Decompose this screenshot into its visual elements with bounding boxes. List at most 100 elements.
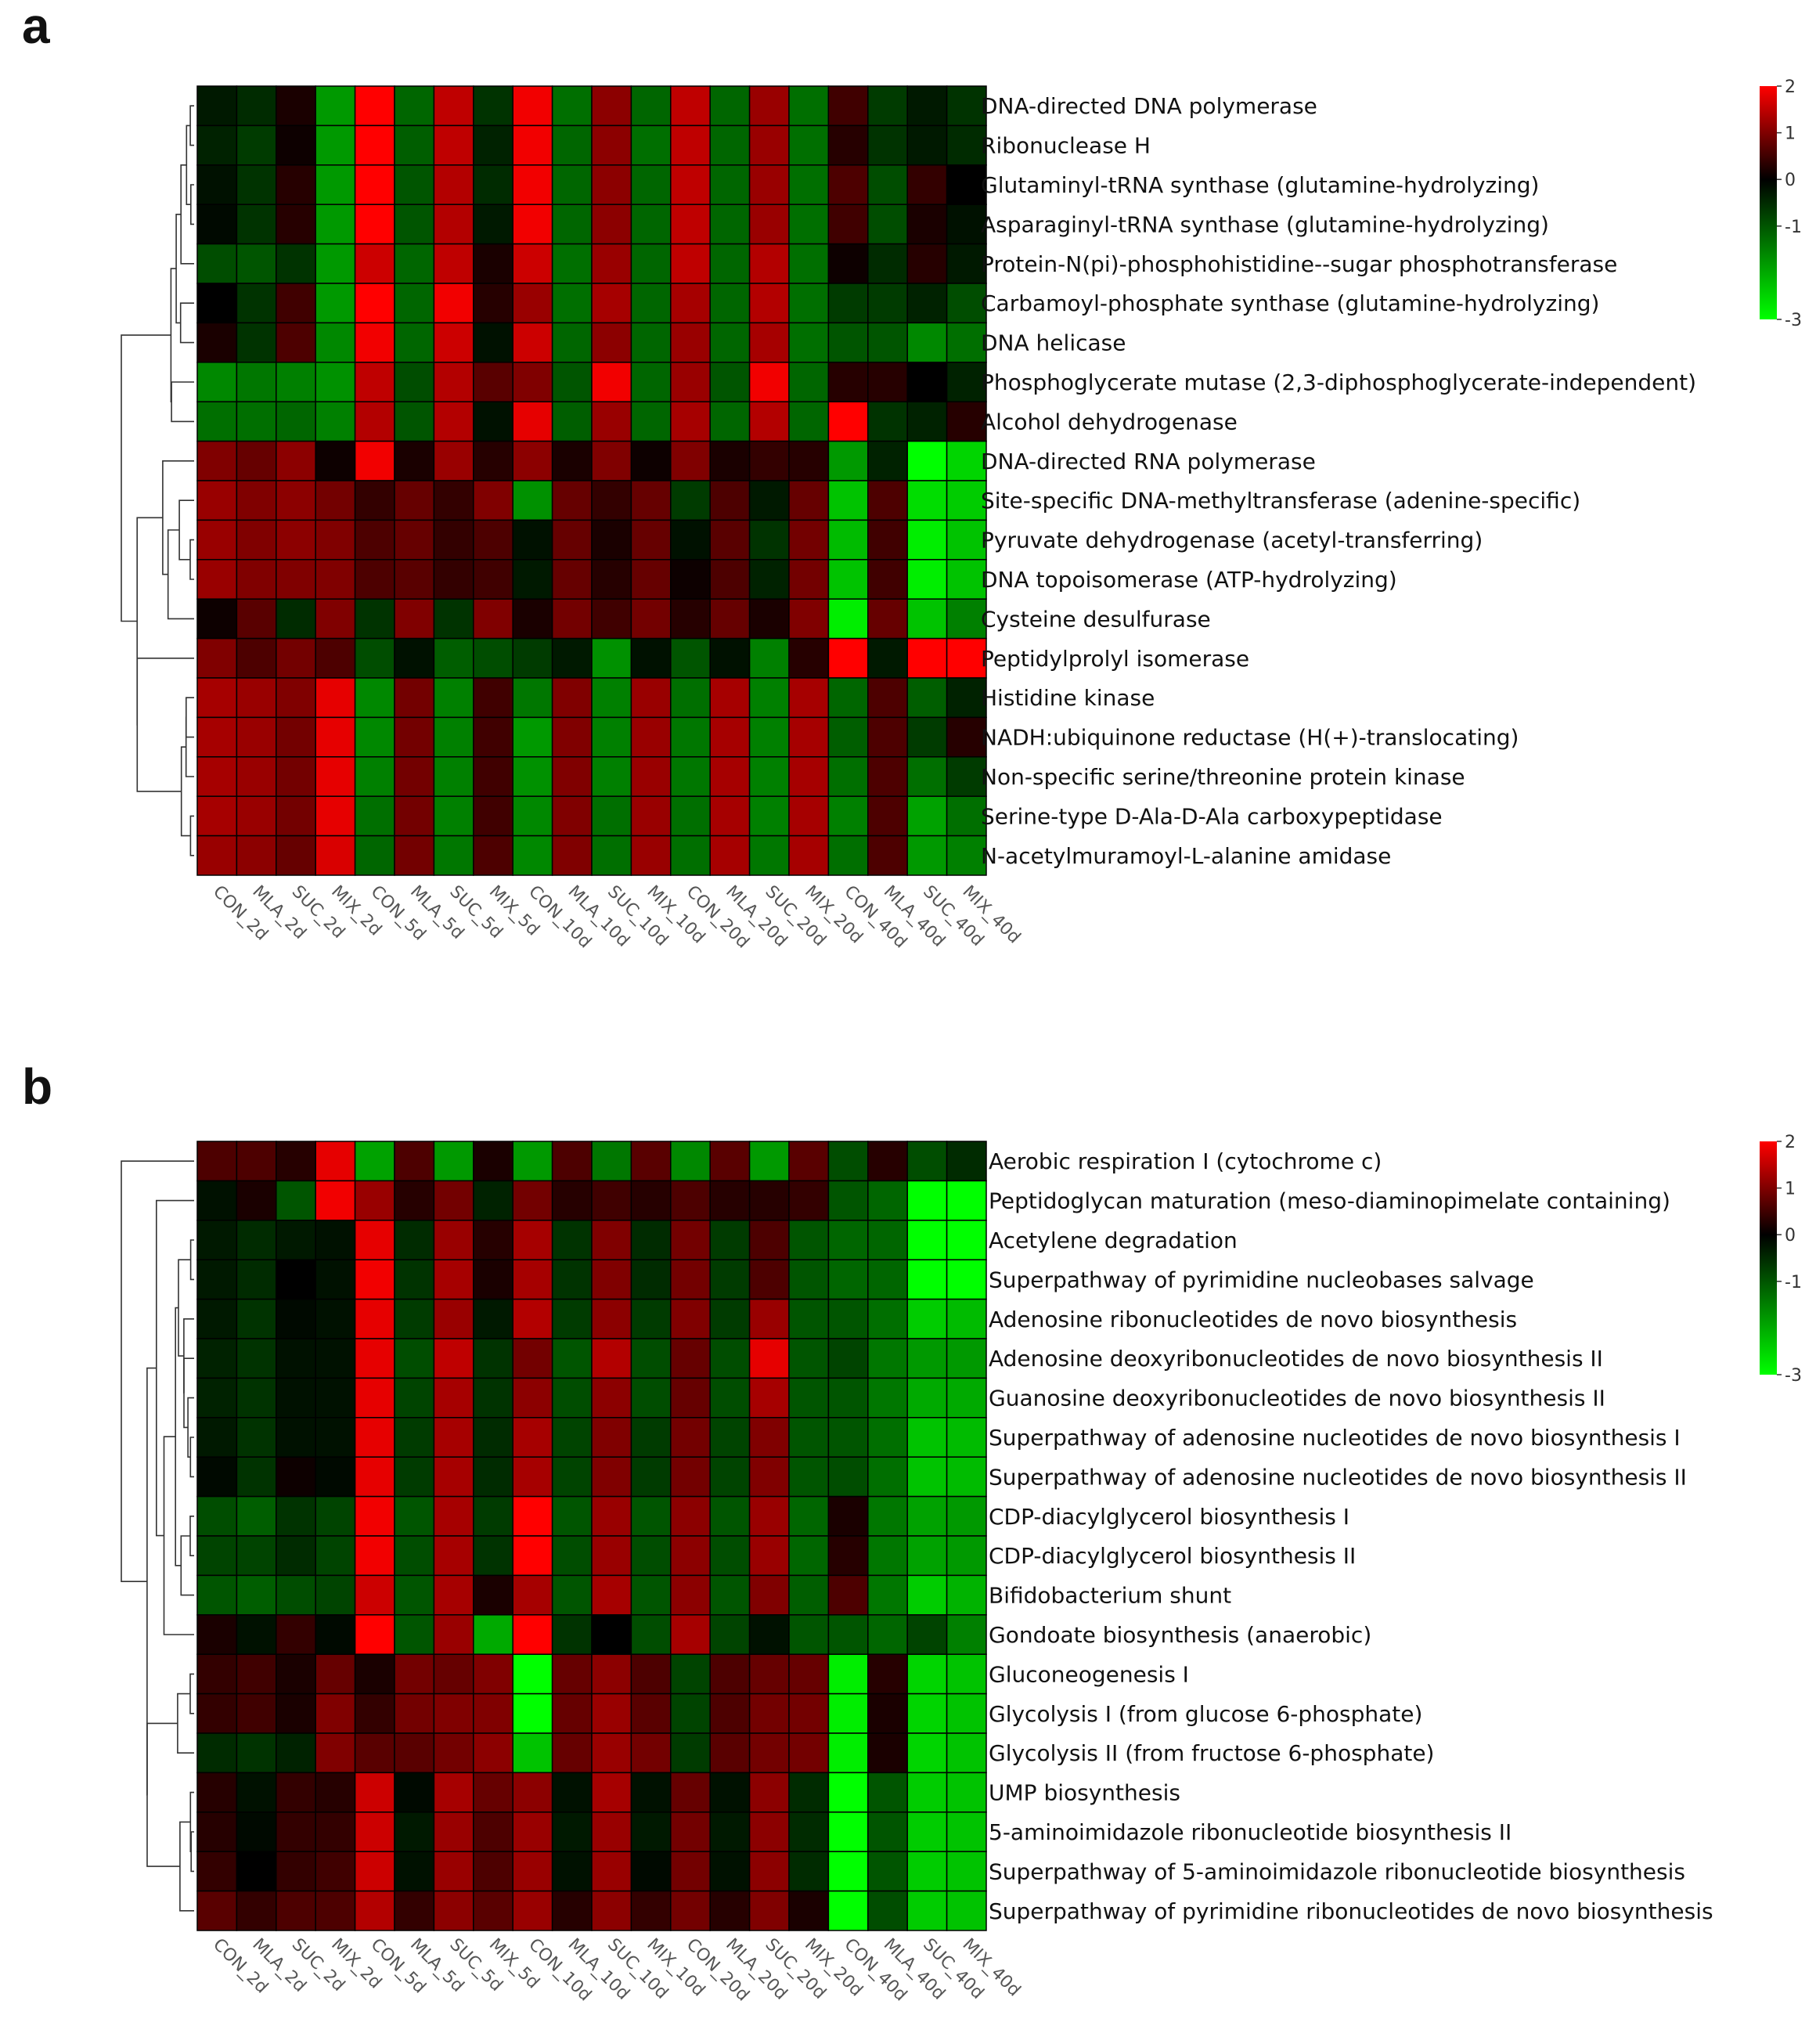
heatmap-cell xyxy=(670,1653,711,1695)
heatmap-cell xyxy=(906,1851,948,1892)
heatmap-cell xyxy=(196,559,238,600)
heatmap-cell xyxy=(630,1653,672,1695)
heatmap-cell xyxy=(236,716,277,758)
heatmap-cell xyxy=(867,559,908,600)
heatmap-cell xyxy=(551,795,593,837)
heatmap-cell xyxy=(591,1456,632,1498)
heatmap-cell xyxy=(196,756,238,797)
heatmap-cell xyxy=(591,1693,632,1734)
heatmap-cell xyxy=(827,1259,869,1300)
heatmap-cell xyxy=(709,1614,751,1655)
heatmap-cell xyxy=(906,1180,948,1221)
heatmap-cell xyxy=(196,1653,238,1695)
heatmap-cell xyxy=(709,1693,751,1734)
color-scale-tick-label: -1 xyxy=(1785,1273,1802,1292)
heatmap-cell xyxy=(591,1180,632,1221)
heatmap-cell xyxy=(827,598,869,640)
heatmap-cell xyxy=(512,124,553,166)
heatmap-cell xyxy=(670,1732,711,1774)
heatmap-cell xyxy=(748,756,790,797)
heatmap-cell xyxy=(709,480,751,521)
row-label: Superpathway of 5-aminoimidazole ribonuc… xyxy=(989,1858,1685,1884)
heatmap-cell xyxy=(748,480,790,521)
heatmap-cell xyxy=(670,519,711,561)
heatmap-cell xyxy=(591,1851,632,1892)
heatmap-cell xyxy=(473,1732,513,1774)
dendrogram-branch xyxy=(136,517,163,726)
row-label: Aerobic respiration I (cytochrome c) xyxy=(989,1148,1382,1174)
heatmap-cell xyxy=(276,1851,316,1892)
heatmap-cell xyxy=(946,1495,987,1537)
heatmap-cell xyxy=(946,1180,987,1221)
dendrogram-branch xyxy=(189,1791,194,1852)
heatmap-cell xyxy=(591,1614,632,1655)
heatmap-cell xyxy=(709,283,751,324)
heatmap-cell xyxy=(236,1141,277,1182)
heatmap-cell xyxy=(433,1377,474,1419)
heatmap-cell xyxy=(788,1732,830,1774)
heatmap-cell xyxy=(591,401,632,442)
heatmap-cell xyxy=(670,1298,711,1339)
row-label: Superpathway of adenosine nucleotides de… xyxy=(989,1425,1681,1451)
heatmap-cell xyxy=(867,1259,908,1300)
heatmap-cell xyxy=(196,124,238,166)
heatmap-cell xyxy=(236,637,277,679)
dendrogram-branch xyxy=(190,1831,194,1873)
heatmap-cell xyxy=(276,677,316,719)
heatmap-cell xyxy=(788,1141,830,1182)
heatmap-cell xyxy=(591,716,632,758)
heatmap-cell xyxy=(867,1890,908,1931)
dendrogram-branch xyxy=(178,1259,191,1357)
heatmap-cell xyxy=(433,204,474,245)
heatmap-cell xyxy=(867,1180,908,1221)
heatmap-cell xyxy=(276,1298,316,1339)
heatmap-panel-a: a DNA-directed DNA polymerase Ribonuclease… xyxy=(22,0,1802,952)
heatmap-cells xyxy=(196,85,987,876)
heatmap-cell xyxy=(473,1220,513,1260)
heatmap-cell xyxy=(906,1220,948,1260)
heatmap-cell xyxy=(236,1693,277,1734)
heatmap-cell xyxy=(354,519,395,561)
heatmap-cell xyxy=(473,85,513,127)
heatmap-cell xyxy=(551,1495,593,1537)
color-scale-tick-label: 2 xyxy=(1785,78,1796,97)
heatmap-cell xyxy=(473,480,513,521)
heatmap-cell xyxy=(591,124,632,166)
heatmap-cell xyxy=(276,322,316,363)
heatmap-cell xyxy=(276,85,316,127)
heatmap-cell xyxy=(354,164,395,205)
heatmap-cell xyxy=(196,1535,238,1577)
heatmap-cell xyxy=(827,1180,869,1221)
heatmap-cell xyxy=(630,440,672,481)
heatmap-cell xyxy=(394,1180,435,1221)
heatmap-cell xyxy=(276,1693,316,1734)
heatmap-cell xyxy=(354,1456,395,1498)
row-dendrogram xyxy=(121,1160,194,1912)
heatmap-cell xyxy=(551,1772,593,1813)
heatmap-cell xyxy=(394,1298,435,1339)
heatmap-cell xyxy=(551,440,593,481)
panel-letter: a xyxy=(22,0,50,54)
heatmap-cell xyxy=(709,124,751,166)
dendrogram-branch xyxy=(183,1318,194,1394)
heatmap-cell xyxy=(196,1141,238,1182)
heatmap-cell xyxy=(670,795,711,837)
heatmap-cell xyxy=(315,322,356,363)
heatmap-cell xyxy=(473,1811,513,1852)
heatmap-cell xyxy=(906,480,948,521)
heatmap-cell xyxy=(433,1772,474,1813)
heatmap-cell xyxy=(591,1772,632,1813)
heatmap-cell xyxy=(551,480,593,521)
heatmap-cell xyxy=(354,1535,395,1577)
heatmap-cell xyxy=(315,1377,356,1419)
heatmap-cell xyxy=(276,1732,316,1774)
heatmap-cell xyxy=(512,322,553,363)
heatmap-cell xyxy=(354,835,395,876)
heatmap-cell xyxy=(512,1574,553,1616)
heatmap-cell xyxy=(196,1732,238,1774)
heatmap-cell xyxy=(551,1259,593,1300)
heatmap-cell xyxy=(630,322,672,363)
heatmap-cell xyxy=(196,677,238,719)
heatmap-cell xyxy=(748,243,790,284)
heatmap-cell xyxy=(788,480,830,521)
